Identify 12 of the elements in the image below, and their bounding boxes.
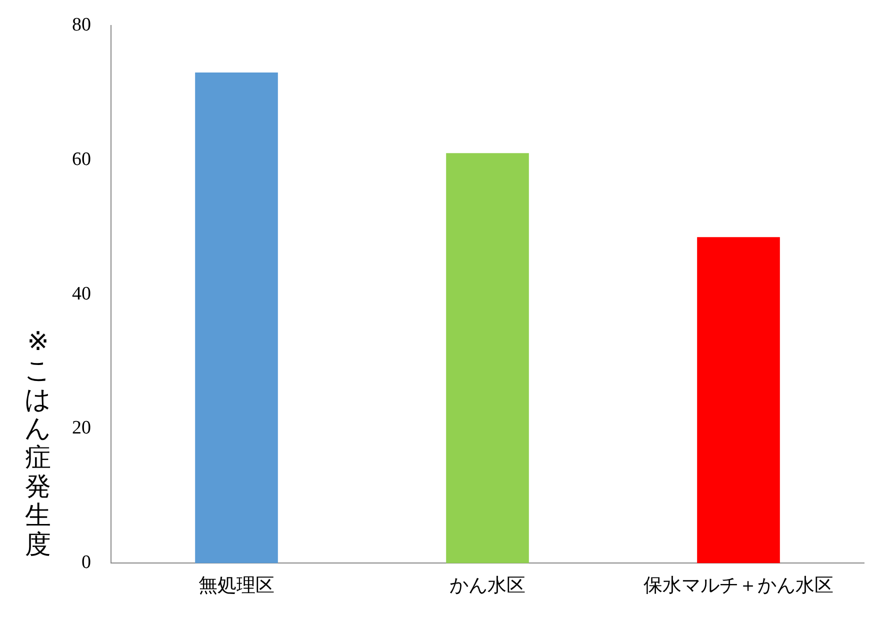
y-tick-label: 60 <box>72 148 91 170</box>
bar <box>446 153 529 564</box>
y-tick-label: 40 <box>72 283 91 304</box>
bar <box>195 72 278 564</box>
x-tick-label: かん水区 <box>450 576 526 597</box>
y-tick-label: 0 <box>82 552 91 574</box>
x-tick-label: 無処理区 <box>198 576 274 597</box>
bar <box>697 237 780 564</box>
x-tick-label: 保水マルチ＋かん水区 <box>644 576 834 597</box>
y-tick-label: 80 <box>72 14 91 36</box>
y-tick-label: 20 <box>72 418 91 439</box>
y-axis-title: ※こはん症発生度 <box>24 327 52 560</box>
